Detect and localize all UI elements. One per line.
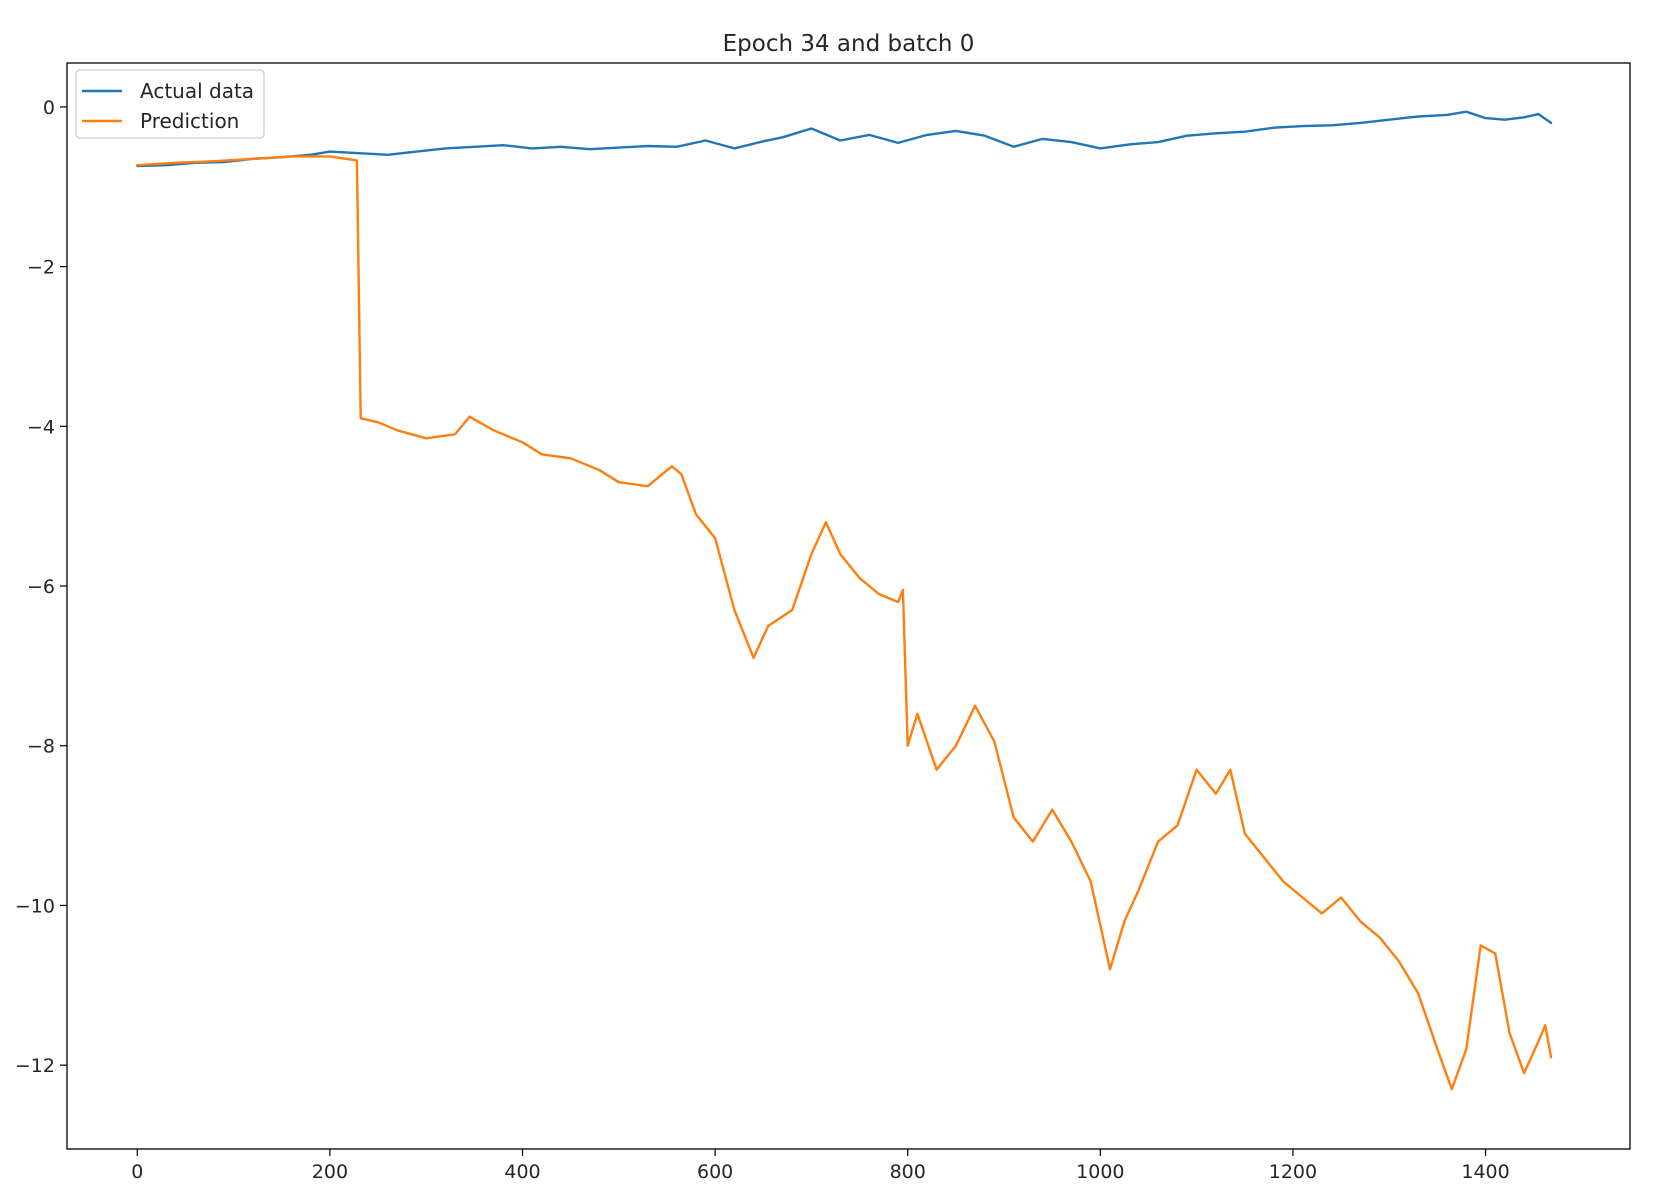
y-tick-label: −8 <box>27 736 55 758</box>
x-tick-label: 1200 <box>1269 1161 1317 1183</box>
y-tick-label: −6 <box>27 576 55 598</box>
chart-title: Epoch 34 and batch 0 <box>723 31 975 57</box>
axes-layer: 0 200 400 600 800 1000 1200 1400 0 −2 −4 −6 −8 −10 −12 <box>15 62 1631 1183</box>
plot-background <box>67 63 1630 1149</box>
actual-data-line <box>136 110 1553 168</box>
x-tick-label: 400 <box>504 1161 540 1183</box>
x-tick-label: 600 <box>697 1161 733 1183</box>
legend-label-actual-data: Actual data <box>140 79 254 103</box>
x-tick-label: 1400 <box>1461 1161 1509 1183</box>
prediction-line <box>136 155 1553 1091</box>
x-tick-label: 800 <box>890 1161 926 1183</box>
legend: Actual data Prediction <box>75 69 265 139</box>
x-tick-label: 1000 <box>1076 1161 1124 1183</box>
plot-area <box>67 63 1630 1149</box>
x-tick-label: 0 <box>131 1161 143 1183</box>
y-tick-label: −12 <box>15 1055 55 1077</box>
series-layer <box>136 110 1553 1091</box>
legend-label-prediction: Prediction <box>140 109 239 133</box>
y-tick-label: −10 <box>15 895 55 917</box>
y-tick-label: 0 <box>43 97 55 119</box>
x-tick-label: 200 <box>312 1161 348 1183</box>
y-tick-label: −2 <box>27 257 55 279</box>
y-tick-label: −4 <box>27 416 55 438</box>
legend-box <box>75 69 265 139</box>
axes-frame <box>66 62 1631 1150</box>
